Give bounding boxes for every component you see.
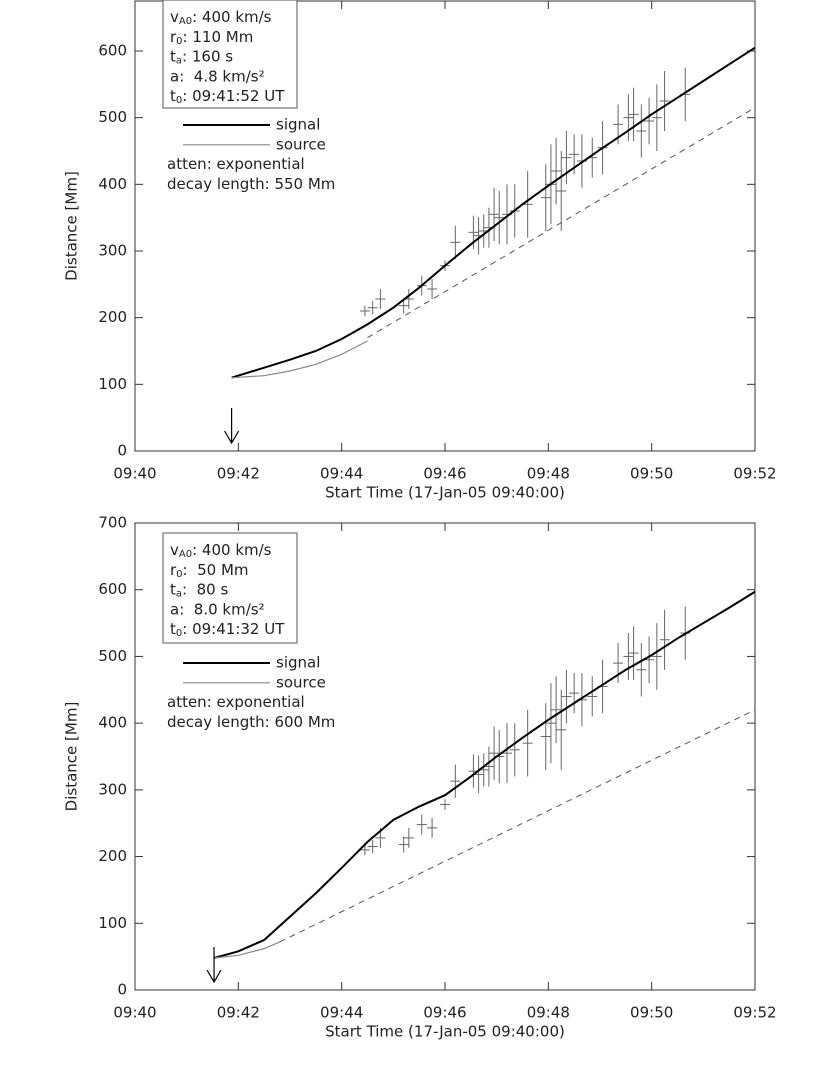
y-axis-label: Distance [Mm] bbox=[63, 702, 81, 812]
parameter-symbol: v bbox=[170, 8, 179, 26]
x-tick-label: 09:46 bbox=[423, 1004, 466, 1022]
curve bbox=[231, 46, 756, 379]
parameter: ta: 80 s bbox=[170, 580, 228, 600]
x-tick-label: 09:52 bbox=[733, 465, 776, 483]
parameter-subscript: A0 bbox=[179, 549, 192, 560]
parameter-symbol: r bbox=[170, 27, 177, 45]
x-tick-label: 09:44 bbox=[320, 1004, 363, 1022]
curve bbox=[213, 590, 756, 959]
legend-label: signal bbox=[276, 654, 320, 672]
y-tick-label: 500 bbox=[98, 108, 127, 126]
parameter: r0: 110 Mm bbox=[170, 27, 253, 47]
x-tick-label: 09:52 bbox=[733, 1004, 776, 1022]
parameter-subscript: a bbox=[176, 589, 182, 600]
y-tick-label: 0 bbox=[117, 442, 127, 460]
y-tick-label: 100 bbox=[98, 914, 127, 932]
y-tick-label: 600 bbox=[98, 42, 127, 60]
x-tick-label: 09:50 bbox=[630, 465, 673, 483]
y-tick-label: 500 bbox=[98, 647, 127, 665]
legend-label: source bbox=[276, 135, 326, 153]
note: decay length: 600 Mm bbox=[167, 713, 335, 731]
note: atten: exponential bbox=[167, 155, 305, 173]
y-tick-label: 200 bbox=[98, 847, 127, 865]
onset-arrow bbox=[224, 408, 240, 445]
parameter-symbol: t bbox=[170, 620, 176, 638]
parameter: vA0: 400 km/s bbox=[170, 8, 272, 28]
curve bbox=[367, 107, 756, 339]
x-tick-label: 09:44 bbox=[320, 465, 363, 483]
x-tick-label: 09:40 bbox=[113, 1004, 156, 1022]
parameter: t0: 09:41:32 UT bbox=[170, 620, 285, 640]
curve bbox=[213, 941, 280, 959]
parameter-symbol: v bbox=[170, 541, 179, 559]
y-tick-label: 200 bbox=[98, 308, 127, 326]
x-tick-label: 09:42 bbox=[217, 1004, 260, 1022]
onset-arrow bbox=[206, 947, 222, 984]
parameter-symbol: a bbox=[170, 600, 179, 618]
parameter-box bbox=[162, 532, 298, 644]
x-tick-label: 09:48 bbox=[527, 465, 570, 483]
parameter: ta: 160 s bbox=[170, 47, 233, 67]
y-tick-label: 300 bbox=[98, 780, 127, 798]
y-tick-label: 400 bbox=[98, 714, 127, 732]
parameter-symbol: a bbox=[170, 67, 179, 85]
y-tick-label: 300 bbox=[98, 242, 127, 260]
y-tick-label: 600 bbox=[98, 580, 127, 598]
curve bbox=[231, 340, 368, 379]
parameter-subscript: 0 bbox=[176, 569, 182, 580]
y-tick-label: 700 bbox=[98, 514, 127, 532]
x-tick-label: 09:48 bbox=[527, 1004, 570, 1022]
parameter: vA0: 400 km/s bbox=[170, 541, 272, 561]
legend-label: source bbox=[276, 673, 326, 691]
parameter-symbol: t bbox=[170, 47, 176, 65]
parameter-subscript: A0 bbox=[179, 16, 192, 27]
parameter-subscript: 0 bbox=[176, 36, 182, 47]
parameter-value: : 400 km/s bbox=[192, 541, 272, 559]
parameter-value: : 09:41:32 UT bbox=[182, 620, 285, 638]
parameter-value: : 160 s bbox=[182, 47, 233, 65]
x-tick-label: 09:50 bbox=[630, 1004, 673, 1022]
parameter-symbol: r bbox=[170, 560, 177, 578]
parameter-value: : 50 Mm bbox=[183, 560, 249, 578]
parameter-subscript: 0 bbox=[176, 628, 182, 639]
y-tick-label: 0 bbox=[117, 981, 127, 999]
parameter-subscript: 0 bbox=[176, 95, 182, 106]
parameter-symbol: t bbox=[170, 87, 176, 105]
curve bbox=[279, 709, 756, 943]
y-axis-label: Distance [Mm] bbox=[63, 171, 81, 281]
note: atten: exponential bbox=[167, 693, 305, 711]
parameter: t0: 09:41:52 UT bbox=[170, 87, 285, 107]
parameter-box bbox=[162, 0, 298, 109]
legend-label: signal bbox=[276, 116, 320, 134]
x-tick-label: 09:40 bbox=[113, 465, 156, 483]
note: decay length: 550 Mm bbox=[167, 175, 335, 193]
parameter: a: 4.8 km/s² bbox=[170, 67, 265, 85]
parameter-value: : 80 s bbox=[182, 580, 228, 598]
x-tick-label: 09:42 bbox=[217, 465, 260, 483]
parameter-value: : 09:41:52 UT bbox=[182, 87, 285, 105]
parameter-value: : 400 km/s bbox=[192, 8, 272, 26]
y-tick-label: 400 bbox=[98, 175, 127, 193]
x-axis-label: Start Time (17-Jan-05 09:40:00) bbox=[325, 484, 565, 502]
parameter: a: 8.0 km/s² bbox=[170, 600, 265, 618]
parameter-subscript: a bbox=[176, 56, 182, 67]
x-tick-label: 09:46 bbox=[423, 465, 466, 483]
parameter: r0: 50 Mm bbox=[170, 560, 249, 580]
y-tick-label: 100 bbox=[98, 375, 127, 393]
x-axis-label: Start Time (17-Jan-05 09:40:00) bbox=[325, 1023, 565, 1041]
parameter-value: : 110 Mm bbox=[183, 27, 254, 45]
parameter-value: : 8.0 km/s² bbox=[179, 600, 264, 618]
parameter-value: : 4.8 km/s² bbox=[179, 67, 264, 85]
parameter-symbol: t bbox=[170, 580, 176, 598]
